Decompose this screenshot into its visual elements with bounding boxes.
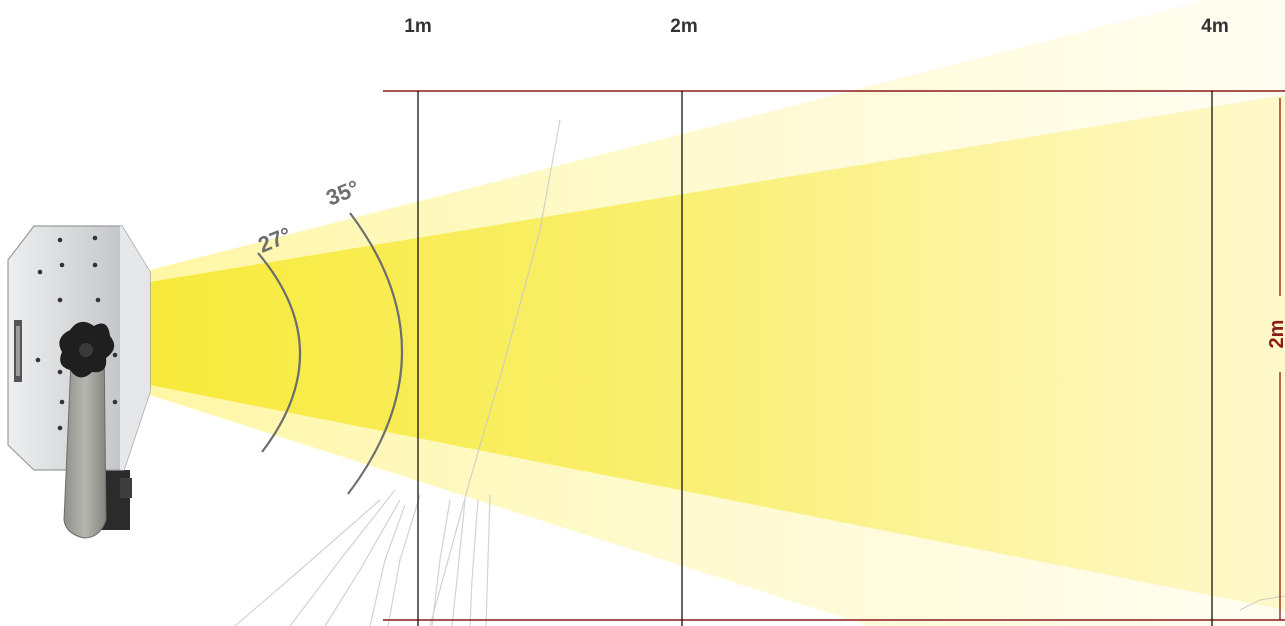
- angle-label-35: 35°: [323, 175, 363, 211]
- distance-label-1m: 1m: [404, 16, 431, 37]
- distance-label-2m: 2m: [670, 16, 697, 37]
- beam-narrow-27: [150, 95, 1285, 610]
- angle-arc-27: [257, 252, 302, 453]
- spotlight-fixture-icon: [7, 225, 151, 539]
- angle-arc-35: [347, 212, 404, 495]
- distance-label-4m: 4m: [1201, 16, 1228, 37]
- background-sketch-lines: [234, 119, 1285, 626]
- height-marker-label: 2m: [1266, 320, 1285, 349]
